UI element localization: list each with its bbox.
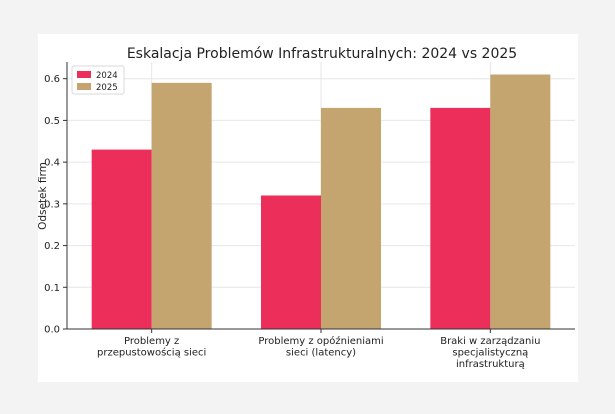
chart-title: Eskalacja Problemów Infrastrukturalnych:… (127, 46, 517, 62)
y-tick-label: 0.5 (44, 116, 60, 127)
x-ticks: Problemy z przepustowością sieciProblemy … (97, 329, 540, 370)
y-tick-label: 0.3 (44, 199, 60, 210)
bars (91, 74, 551, 329)
bar-2025-3 (490, 74, 551, 329)
x-tick-label-line: specjalistyczną (452, 348, 528, 359)
y-tick-label: 0.4 (44, 158, 60, 169)
x-tick-label: Braki w zarządzaniu specjalistyczną infras… (440, 336, 540, 370)
bar-2024-3 (430, 107, 491, 329)
y-axis-label: Odsetek firm (37, 162, 49, 230)
x-tick-label-line: Problemy z opóźnieniami (258, 335, 383, 347)
x-tick-label-line: Braki w zarządzaniu (440, 336, 540, 347)
x-tick-label: Problemy z opóźnieniami sieci (latency) (258, 335, 383, 359)
y-tick-label: 0.1 (44, 283, 60, 294)
x-tick-label: Problemy z przepustowością sieci (97, 336, 206, 359)
legend-swatch-2025 (77, 83, 91, 90)
legend-label-2025: 2025 (96, 83, 118, 93)
bar-2024-1 (91, 149, 152, 329)
y-ticks: 0.0 0.1 0.2 0.3 0.4 0.5 0.6 (44, 74, 67, 336)
y-tick-label: 0.2 (44, 241, 60, 252)
bar-2025-1 (151, 82, 212, 329)
x-tick-label-line: Problemy z (124, 336, 179, 347)
x-tick-label-line: infrastrukturą (456, 359, 525, 370)
x-tick-label-line: przepustowością sieci (97, 347, 206, 359)
bar-2025-2 (321, 107, 381, 329)
y-tick-label: 0.6 (44, 74, 60, 85)
legend-label-2024: 2024 (96, 71, 118, 81)
legend: 2024 2025 (71, 65, 125, 95)
bar-2024-2 (261, 195, 321, 329)
y-tick-label: 0.0 (44, 325, 60, 336)
legend-swatch-2024 (77, 71, 91, 78)
x-tick-label-line: sieci (latency) (286, 348, 356, 359)
